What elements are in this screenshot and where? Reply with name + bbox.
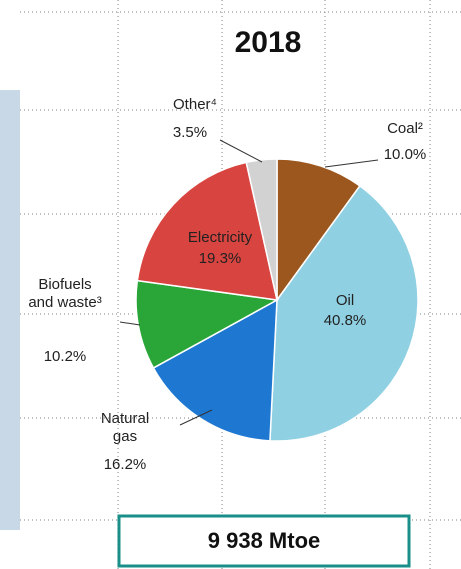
photo-strip — [0, 90, 20, 530]
slice-name: Electricity — [187, 229, 253, 246]
slice-name: Other⁴ — [173, 96, 217, 113]
leader-line — [219, 139, 263, 163]
slice-name: Coal² — [387, 120, 423, 137]
slice-value-label: 40.8% — [323, 312, 367, 329]
pie-slice — [245, 158, 278, 301]
slice-value-label: 3.5% — [172, 124, 208, 141]
total-box — [117, 514, 411, 568]
slice-value-label: 16.2% — [103, 456, 147, 473]
slice-value-label: 10.0% — [383, 146, 427, 163]
pie-slice — [269, 184, 419, 442]
leader-line — [324, 159, 379, 168]
slice-name: Biofuels and waste³ — [28, 276, 102, 311]
slice-value-label: 19.3% — [198, 250, 242, 267]
chart-title: 2018 — [235, 26, 302, 59]
slice-name: Oil — [335, 292, 355, 309]
leader-line — [119, 321, 141, 326]
pie-slice — [152, 298, 278, 442]
slice-value-label: 10.2% — [43, 348, 87, 365]
leader-line — [179, 409, 213, 426]
pie-slice — [276, 158, 361, 303]
total-label: 9 938 Mtoe — [208, 528, 321, 553]
pie-slice — [135, 279, 280, 369]
slice-name: Natural gas — [100, 410, 150, 445]
pie-slice — [136, 161, 278, 301]
